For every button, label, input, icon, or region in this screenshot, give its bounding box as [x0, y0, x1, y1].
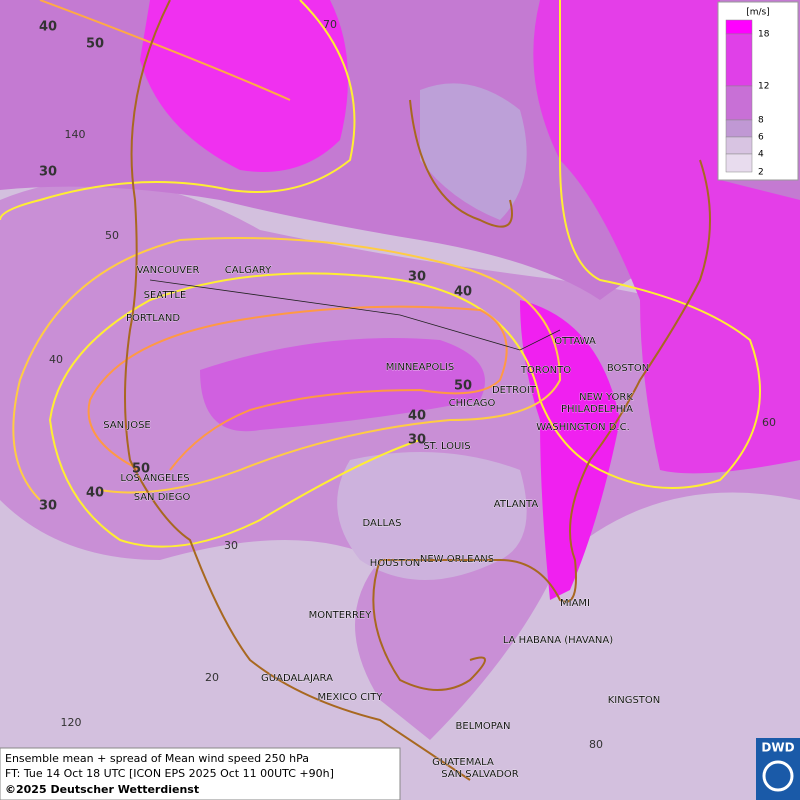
city-label: BOSTON	[607, 363, 649, 374]
legend-swatch	[725, 85, 753, 121]
contour-label: 40	[86, 486, 104, 501]
coastlines	[124, 0, 711, 781]
city-label: ATLANTA	[494, 499, 539, 510]
city-label: LOS ANGELES	[120, 473, 189, 484]
grid-label: 70	[323, 18, 337, 31]
city-label: MINNEAPOLIS	[386, 362, 454, 373]
city-label: OTTAWA	[554, 336, 596, 347]
grid-label: 140	[65, 128, 86, 141]
city-label: GUATEMALA	[432, 757, 494, 768]
city-label: WASHINGTON D.C.	[536, 422, 630, 433]
city-label: KINGSTON	[608, 695, 661, 706]
contour-label: 40	[454, 285, 472, 300]
contour-label: 50	[454, 379, 472, 394]
contour	[87, 305, 508, 471]
legend-unit: [m/s]	[746, 8, 770, 18]
city-label: CHICAGO	[449, 398, 496, 409]
spread-low	[337, 452, 527, 580]
city-label: SAN DIEGO	[134, 492, 191, 503]
city-label: SAN SALVADOR	[441, 769, 518, 780]
city-label: HOUSTON	[370, 558, 421, 569]
city-label: MIAMI	[560, 598, 590, 609]
contour-label: 30	[408, 433, 426, 448]
contour-label: 50	[86, 37, 104, 52]
legend-swatch	[725, 19, 753, 35]
city-label: PHILADELPHIA	[561, 404, 633, 415]
legend-label: 6	[758, 133, 764, 143]
contour	[12, 237, 562, 501]
coastline	[409, 99, 513, 228]
city-label: ST. LOUIS	[423, 441, 470, 452]
city-label: NEW ORLEANS	[420, 554, 494, 565]
city-label: GUADALAJARA	[261, 673, 333, 684]
grid-label: 120	[61, 716, 82, 729]
footer-box	[0, 747, 401, 800]
coastline	[372, 559, 486, 691]
city-label: MONTERREY	[309, 610, 373, 621]
logo-icon	[762, 760, 794, 792]
contour-label: 40	[39, 20, 57, 35]
city-label: BELMOPAN	[456, 721, 511, 732]
spread-high	[140, 0, 348, 172]
city-label: NEW YORK	[579, 392, 633, 403]
contour	[0, 0, 356, 221]
grid-label: 30	[224, 539, 238, 552]
city-label: DETROIT	[492, 385, 537, 396]
contour-label: 40	[408, 409, 426, 424]
contours	[0, 0, 761, 548]
legend-swatch	[725, 153, 753, 173]
footer-line: Ensemble mean + spread of Mean wind spee…	[5, 752, 309, 765]
legend-label: 12	[758, 82, 769, 92]
grid-label: 20	[205, 671, 219, 684]
city-label: LA HABANA (HAVANA)	[503, 635, 613, 646]
contour-label: 30	[39, 499, 57, 514]
legend-swatch	[725, 119, 753, 138]
city-label: PORTLAND	[126, 313, 180, 324]
grid-label: 80	[589, 738, 603, 751]
coastline	[380, 159, 711, 603]
city-label: CALGARY	[225, 265, 272, 276]
spread-high	[533, 0, 800, 474]
legend-bars: 18 12 8 6 4 2	[725, 19, 770, 178]
contour	[39, 0, 291, 101]
legend-label: 18	[758, 30, 770, 40]
legend-label: 4	[758, 150, 764, 160]
logo-text: DWD	[761, 741, 794, 755]
city-label: DALLAS	[363, 518, 402, 529]
legend-swatch	[725, 136, 753, 155]
spread-high	[520, 300, 620, 600]
contour-label: 50	[132, 462, 150, 477]
city-label: VANCOUVER	[137, 265, 200, 276]
border	[149, 279, 561, 351]
city-label: SAN JOSE	[103, 420, 151, 431]
contour-label: 30	[39, 165, 57, 180]
legend: [m/s] 18 12 8 6 4 2	[717, 1, 799, 181]
contour-label: 30	[408, 270, 426, 285]
footer-line: ©2025 Deutscher Wetterdienst	[5, 783, 199, 796]
footer-line: FT: Tue 14 Oct 18 UTC [ICON EPS 2025 Oct…	[5, 767, 334, 780]
city-label: TORONTO	[520, 365, 571, 376]
legend-label: 2	[758, 168, 764, 178]
contour	[48, 0, 761, 548]
legend-label: 8	[758, 116, 764, 126]
spread-medium	[200, 338, 485, 432]
grid-label: 40	[49, 353, 63, 366]
grid-label: 50	[105, 229, 119, 242]
city-label: MEXICO CITY	[318, 692, 384, 703]
legend-swatch	[725, 33, 753, 87]
city-label: SEATTLE	[144, 290, 187, 301]
labels: VANCOUVER CALGARY SEATTLE PORTLAND SAN JOSE L…	[39, 18, 776, 780]
coastline	[124, 0, 471, 781]
grid-label: 60	[762, 416, 776, 429]
spread-low	[420, 83, 527, 220]
